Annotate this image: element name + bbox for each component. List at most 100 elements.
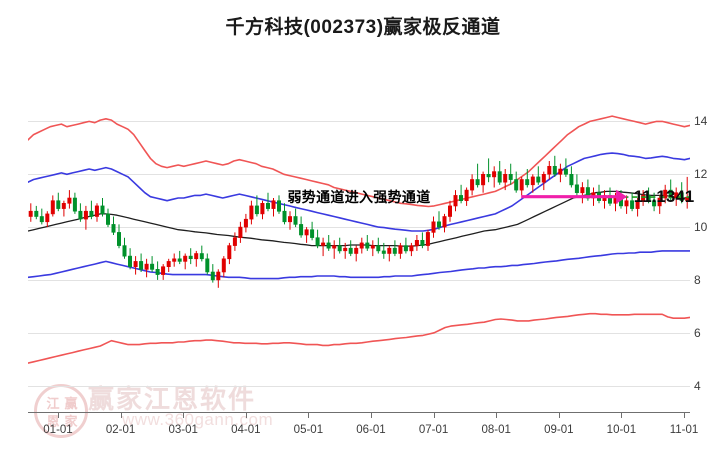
candle-body: [100, 205, 105, 215]
candle-body: [641, 195, 646, 202]
candle-body: [45, 213, 50, 223]
candle-body: [61, 203, 66, 209]
candle-body: [403, 245, 408, 252]
candle-body: [249, 205, 254, 220]
candle-body: [144, 263, 149, 270]
y-axis-tick-label: 12: [694, 167, 708, 182]
transition-arrow-head: [616, 189, 628, 204]
candle-body: [205, 258, 210, 273]
candle-body: [492, 171, 497, 178]
gridline: [28, 227, 690, 229]
plot-area: [28, 95, 690, 412]
candle-body: [326, 242, 331, 249]
candle-body: [624, 200, 629, 207]
candle-body: [183, 255, 188, 262]
x-axis-tick: [433, 412, 435, 418]
candle-body: [282, 210, 287, 223]
candle-body: [304, 229, 309, 236]
channel-transition-note: 弱势通道进入强势通道: [287, 188, 431, 205]
candle-body: [453, 195, 458, 207]
watermark-url: www.360gann.com: [122, 410, 274, 429]
candle-body: [337, 245, 342, 252]
y-axis-tick-label: 10: [694, 220, 708, 235]
page-title: 千方科技(002373)赢家极反通道: [225, 17, 501, 38]
candle-body: [392, 247, 397, 254]
candle-body: [519, 179, 524, 191]
gridline: [28, 121, 690, 123]
candle-body: [139, 261, 144, 270]
candle-body: [646, 195, 651, 202]
x-axis-tick-label: 06-01: [356, 424, 386, 436]
candle-body: [365, 242, 370, 249]
candle-body: [172, 258, 177, 262]
candle-body: [536, 176, 541, 183]
candle-body: [277, 200, 282, 212]
y-axis-tick-label: 4: [694, 378, 701, 393]
x-axis-tick-label: 02-01: [105, 424, 136, 436]
seal-char-2: 赢: [64, 395, 78, 411]
series-canvas: [28, 115, 690, 364]
candle-body: [243, 218, 248, 228]
candle-body: [117, 232, 122, 246]
candle-body: [514, 179, 519, 191]
candle-body: [398, 245, 403, 254]
series-line-band-lower: [28, 312, 690, 364]
candle-body: [381, 250, 386, 254]
watermark-seal-chars: 江 赢 恩 家: [44, 394, 80, 430]
series-line-band-lower-inner: [28, 250, 690, 280]
x-axis-tick-label: 01-01: [43, 424, 73, 436]
x-axis-tick-label: 04-01: [231, 424, 261, 436]
candle-body: [89, 210, 94, 217]
candle-body: [155, 269, 160, 275]
candlestick-group: [28, 155, 690, 288]
seal-char-3: 恩: [46, 413, 60, 429]
x-axis-tick: [245, 412, 247, 418]
candle-body: [227, 245, 232, 260]
candle-body: [442, 216, 447, 228]
candle-body: [321, 242, 326, 246]
candle-body: [194, 253, 199, 260]
candle-body: [425, 232, 430, 246]
y-axis-tick-label: 14: [694, 114, 708, 129]
candle-body: [310, 229, 315, 238]
seal-char-1: 江: [46, 395, 60, 411]
candle-body: [508, 174, 513, 180]
candle-body: [122, 245, 127, 257]
x-axis-tick: [496, 412, 498, 418]
candle-body: [447, 205, 452, 217]
current-price-label: 11.1341: [633, 187, 695, 207]
x-axis-tick: [371, 412, 372, 418]
gridline: [28, 385, 690, 387]
y-axis-tick-label: 8: [694, 272, 701, 287]
watermark-brand: 赢家江恩软件: [88, 384, 257, 414]
candle-body: [558, 168, 563, 175]
candle-body: [563, 168, 568, 175]
x-axis-line: [28, 412, 690, 413]
candle-body: [541, 174, 546, 183]
candle-body: [210, 271, 215, 281]
x-axis-tick-label: 05-01: [293, 424, 324, 436]
candle-body: [436, 221, 441, 228]
candle-body: [28, 210, 33, 217]
candle-body: [72, 197, 77, 212]
candle-body: [260, 203, 265, 215]
x-axis-tick-label: 10-01: [606, 424, 637, 436]
candle-body: [221, 258, 226, 273]
candle-body: [238, 226, 243, 239]
candle-body: [161, 266, 166, 275]
candle-body: [266, 203, 271, 209]
candle-body: [34, 210, 39, 217]
candle-body: [133, 261, 138, 267]
candle-body: [287, 216, 292, 223]
gridline: [28, 279, 690, 281]
candle-body: [359, 242, 364, 249]
candle-body: [83, 210, 88, 220]
candle-body: [128, 255, 133, 268]
gridline: [28, 174, 690, 176]
watermark-seal: 江 赢 恩 家: [34, 384, 88, 438]
candle-body: [503, 174, 508, 183]
series-line-band-upper: [28, 115, 690, 208]
candle-body: [354, 247, 359, 254]
candle-body: [470, 179, 475, 191]
